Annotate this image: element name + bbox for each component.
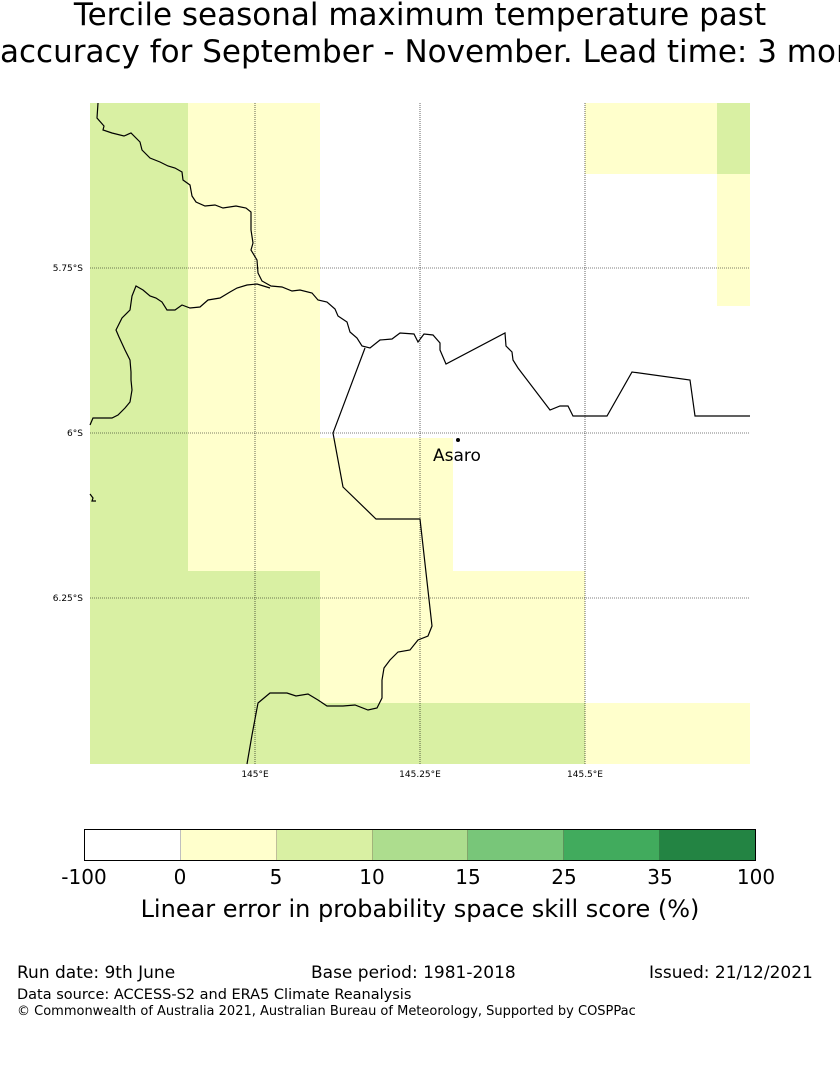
lon-tick-label: 145°E bbox=[241, 770, 269, 780]
grid-cell bbox=[320, 438, 453, 571]
grid-cell bbox=[717, 174, 750, 306]
grid-cell bbox=[585, 103, 717, 174]
lat-tick-label: 6.25°S bbox=[53, 594, 84, 604]
grid-cell bbox=[320, 571, 585, 703]
lat-tick-label: 5.75°S bbox=[53, 264, 84, 274]
grid-cell bbox=[717, 103, 750, 174]
province-boundaries bbox=[89, 102, 750, 765]
map-gridlines bbox=[90, 103, 750, 764]
grid-cell bbox=[188, 103, 320, 571]
grid-cell bbox=[90, 103, 188, 764]
colorbar-tick-label: 5 bbox=[269, 865, 283, 889]
colorbar-bin bbox=[276, 830, 373, 860]
data-source: Data source: ACCESS-S2 and ERA5 Climate … bbox=[17, 987, 412, 1003]
colorbar-bin bbox=[660, 830, 756, 860]
colorbar-bin bbox=[372, 830, 469, 860]
chart-title-line-1: Tercile seasonal maximum temperature pas… bbox=[73, 0, 767, 33]
colorbar-tick-label: 35 bbox=[647, 865, 673, 889]
base-period: Base period: 1981-2018 bbox=[311, 963, 516, 983]
colorbar-bin bbox=[85, 830, 181, 860]
grid-cell bbox=[585, 703, 750, 764]
map-panel: Asaro 5.75°S 6°S 6.25°S 145°E 145.25°E 1… bbox=[53, 102, 750, 780]
lat-tick-label: 6°S bbox=[67, 429, 83, 439]
issued-date: Issued: 21/12/2021 bbox=[649, 963, 813, 983]
colorbar-bin bbox=[468, 830, 565, 860]
colorbar-bin bbox=[180, 830, 277, 860]
colorbar-tick-label: 10 bbox=[359, 865, 385, 889]
town-label: Asaro bbox=[433, 446, 481, 466]
colorbar-tick-label: -100 bbox=[61, 865, 107, 889]
skill-grid-cells bbox=[90, 103, 750, 764]
lon-tick-label: 145.25°E bbox=[399, 770, 441, 780]
grid-cell bbox=[188, 571, 320, 764]
town-marker bbox=[456, 438, 460, 442]
run-date: Run date: 9th June bbox=[17, 963, 176, 983]
colorbar-title: Linear error in probability space skill … bbox=[140, 895, 700, 923]
grid-cell bbox=[320, 703, 585, 764]
colorbar-tick-label: 100 bbox=[736, 865, 776, 889]
colorbar bbox=[84, 829, 756, 861]
colorbar-bin bbox=[564, 830, 661, 860]
chart-title-line-2: accuracy for September - November. Lead … bbox=[0, 34, 840, 70]
colorbar-tick-label: 0 bbox=[173, 865, 187, 889]
colorbar-tick-label: 15 bbox=[455, 865, 481, 889]
colorbar-tick-label: 25 bbox=[551, 865, 577, 889]
copyright-notice: © Commonwealth of Australia 2021, Austra… bbox=[17, 1004, 636, 1019]
lon-tick-label: 145.5°E bbox=[567, 770, 603, 780]
